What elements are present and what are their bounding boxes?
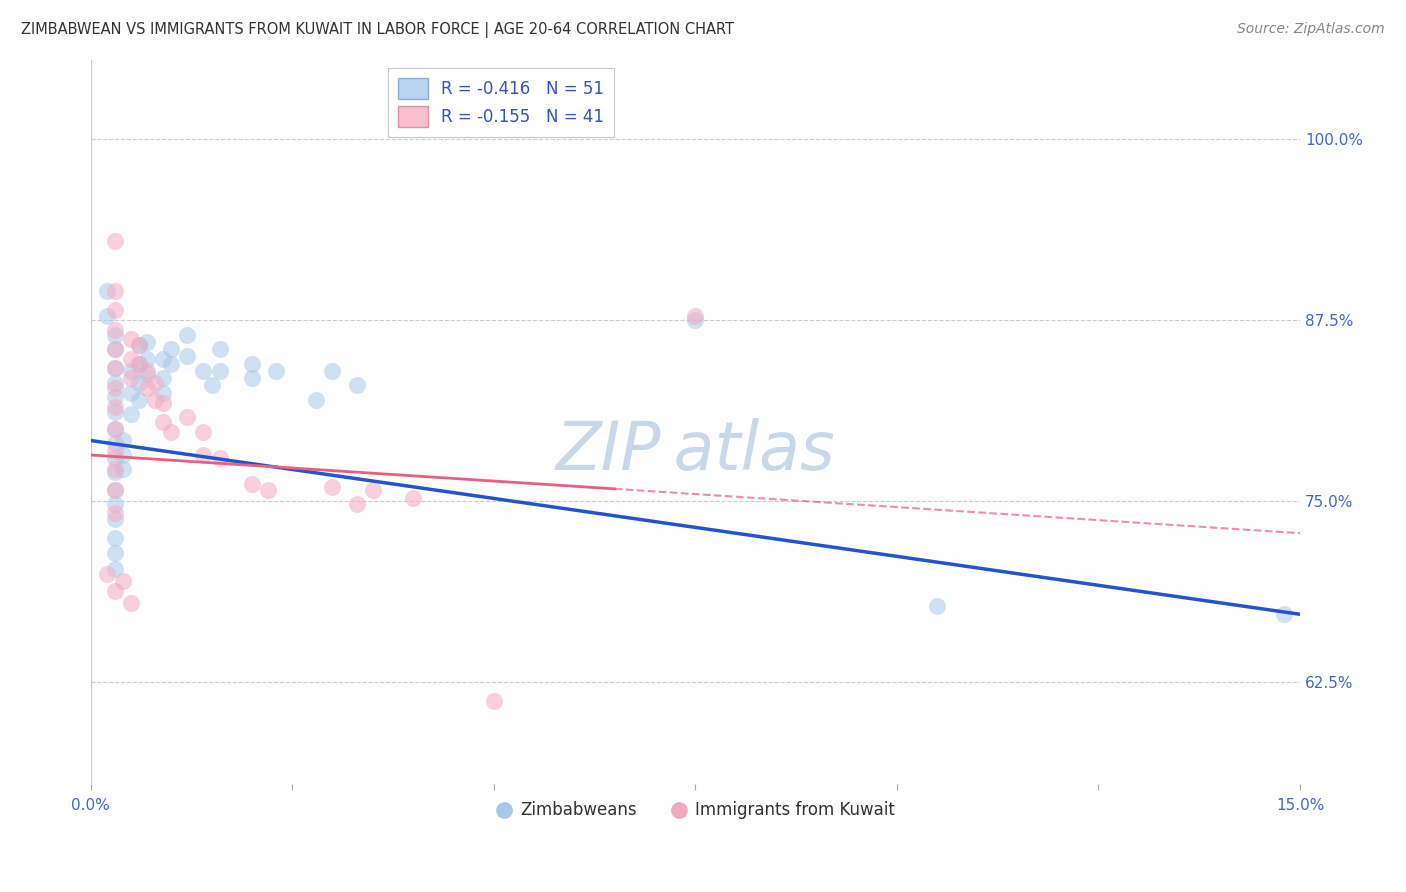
Point — [104, 390, 127, 404]
Text: ZIP atlas: ZIP atlas — [555, 417, 835, 483]
Point — [240, 357, 263, 371]
Point — [96, 566, 118, 581]
Point — [111, 462, 134, 476]
Point — [104, 512, 127, 526]
Text: Source: ZipAtlas.com: Source: ZipAtlas.com — [1237, 22, 1385, 37]
Point — [128, 338, 150, 352]
Point — [104, 483, 127, 497]
Point — [104, 584, 127, 599]
Point — [128, 376, 150, 390]
Point — [128, 357, 150, 371]
Point — [321, 480, 343, 494]
Point — [152, 371, 174, 385]
Point — [152, 396, 174, 410]
Point — [96, 285, 118, 299]
Point — [104, 497, 127, 511]
Point — [104, 234, 127, 248]
Point — [160, 425, 183, 439]
Point — [346, 497, 368, 511]
Point — [104, 462, 127, 476]
Point — [482, 694, 505, 708]
Point — [346, 378, 368, 392]
Point — [104, 376, 127, 390]
Point — [321, 364, 343, 378]
Point — [136, 352, 159, 367]
Point — [104, 400, 127, 414]
Point — [176, 327, 198, 342]
Point — [305, 392, 328, 407]
Point — [152, 352, 174, 367]
Point — [208, 343, 231, 357]
Point — [104, 343, 127, 357]
Point — [104, 381, 127, 395]
Point — [152, 415, 174, 429]
Point — [927, 599, 949, 613]
Point — [240, 477, 263, 491]
Point — [143, 392, 166, 407]
Point — [104, 343, 127, 357]
Point — [120, 332, 142, 346]
Point — [136, 367, 159, 381]
Point — [120, 596, 142, 610]
Point — [104, 466, 127, 480]
Point — [193, 425, 215, 439]
Point — [104, 546, 127, 560]
Point — [136, 334, 159, 349]
Point — [104, 323, 127, 337]
Point — [104, 404, 127, 418]
Point — [104, 443, 127, 458]
Point — [104, 422, 127, 436]
Point — [96, 309, 118, 323]
Point — [104, 531, 127, 545]
Point — [240, 371, 263, 385]
Point — [128, 338, 150, 352]
Point — [264, 364, 287, 378]
Point — [104, 562, 127, 576]
Point — [104, 483, 127, 497]
Point — [257, 483, 280, 497]
Point — [104, 361, 127, 376]
Point — [136, 381, 159, 395]
Point — [120, 364, 142, 378]
Point — [104, 285, 127, 299]
Point — [104, 506, 127, 520]
Legend: Zimbabweans, Immigrants from Kuwait: Zimbabweans, Immigrants from Kuwait — [489, 795, 901, 826]
Point — [120, 371, 142, 385]
Text: ZIMBABWEAN VS IMMIGRANTS FROM KUWAIT IN LABOR FORCE | AGE 20-64 CORRELATION CHAR: ZIMBABWEAN VS IMMIGRANTS FROM KUWAIT IN … — [21, 22, 734, 38]
Point — [193, 364, 215, 378]
Point — [143, 376, 166, 390]
Point — [208, 450, 231, 465]
Point — [193, 448, 215, 462]
Point — [104, 436, 127, 450]
Point — [208, 364, 231, 378]
Point — [120, 408, 142, 422]
Point — [128, 392, 150, 407]
Point — [160, 357, 183, 371]
Point — [120, 385, 142, 400]
Point — [111, 574, 134, 588]
Point — [111, 448, 134, 462]
Point — [176, 350, 198, 364]
Point — [136, 364, 159, 378]
Point — [111, 434, 134, 448]
Point — [104, 303, 127, 318]
Point — [685, 313, 707, 327]
Point — [176, 410, 198, 425]
Point — [685, 309, 707, 323]
Point — [160, 343, 183, 357]
Point — [104, 361, 127, 376]
Point — [104, 422, 127, 436]
Point — [104, 450, 127, 465]
Point — [200, 378, 222, 392]
Point — [120, 352, 142, 367]
Point — [152, 385, 174, 400]
Point — [104, 327, 127, 342]
Point — [1272, 607, 1295, 622]
Point — [402, 491, 425, 506]
Point — [361, 483, 384, 497]
Point — [128, 357, 150, 371]
